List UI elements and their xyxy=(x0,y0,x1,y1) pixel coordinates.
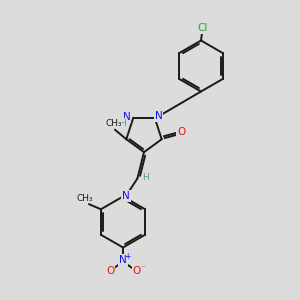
Text: H: H xyxy=(119,119,126,128)
Text: O: O xyxy=(133,266,141,277)
Text: N: N xyxy=(119,255,127,265)
Text: CH₃: CH₃ xyxy=(105,118,122,127)
Text: N: N xyxy=(155,111,162,121)
Text: +: + xyxy=(124,252,130,261)
Text: H: H xyxy=(142,172,149,182)
Text: O: O xyxy=(177,127,185,137)
Text: CH₃: CH₃ xyxy=(77,194,93,203)
Text: O: O xyxy=(106,266,115,277)
Text: N: N xyxy=(123,112,130,122)
Text: Cl: Cl xyxy=(197,23,208,33)
Text: ⁻: ⁻ xyxy=(140,264,145,273)
Text: N: N xyxy=(122,191,130,201)
